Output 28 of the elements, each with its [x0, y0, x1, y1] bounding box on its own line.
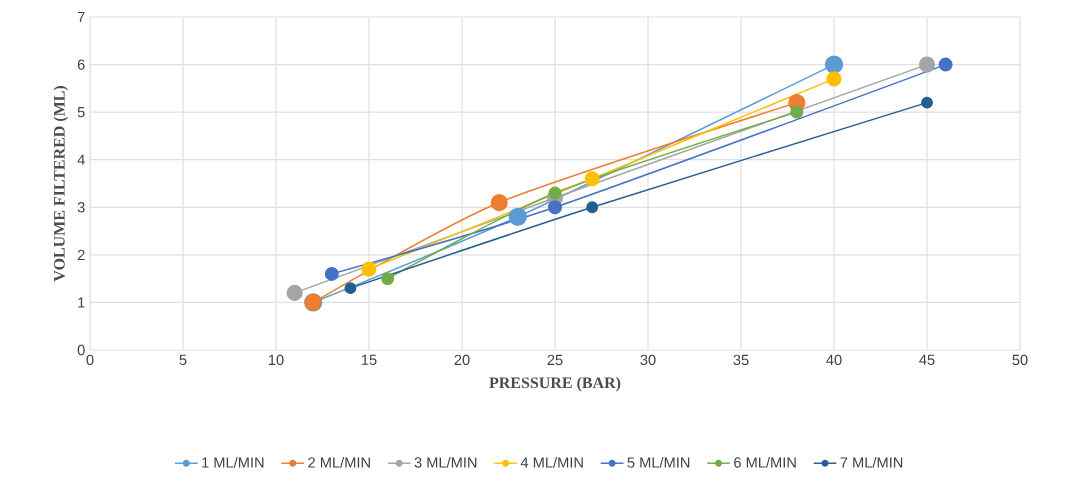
y-tick-label: 2 — [77, 249, 85, 260]
x-tick-label: 10 — [268, 354, 284, 366]
x-tick-label: 25 — [547, 354, 563, 366]
x-tick-label: 5 — [179, 354, 187, 365]
legend-label: 2 ML/MIN — [308, 456, 370, 468]
y-tick-label: 1 — [78, 297, 85, 308]
x-tick-label: 50 — [1012, 354, 1028, 366]
x-tick-label: 20 — [454, 354, 470, 366]
x-tick-label: 45 — [919, 354, 935, 365]
x-tick-label: 35 — [733, 354, 749, 366]
legend-label: 4 ML/MIN — [520, 456, 583, 468]
y-tick-label: 5 — [77, 107, 85, 118]
y-tick-label: 6 — [77, 59, 85, 70]
y-tick-label: 0 — [77, 344, 85, 356]
x-axis-title: PRESSURE (BAR) — [489, 376, 621, 392]
y-axis-title: VOLUME FILTERED (ML) — [53, 86, 68, 282]
legend-label: 1 ML/MIN — [202, 456, 264, 468]
legend-label: 7 ML/MIN — [840, 456, 903, 468]
legend-label: 6 ML/MIN — [734, 456, 796, 468]
y-tick-label: 4 — [77, 154, 85, 165]
x-tick-label: 0 — [86, 354, 94, 366]
legend-label: 5 ML/MIN — [627, 456, 690, 468]
y-tick-label: 7 — [77, 11, 85, 23]
y-tick-label: 3 — [77, 202, 85, 213]
x-tick-label: 30 — [640, 354, 656, 366]
x-tick-label: 15 — [361, 354, 377, 365]
x-tick-label: 40 — [826, 354, 842, 366]
legend-label: 3 ML/MIN — [414, 456, 477, 468]
